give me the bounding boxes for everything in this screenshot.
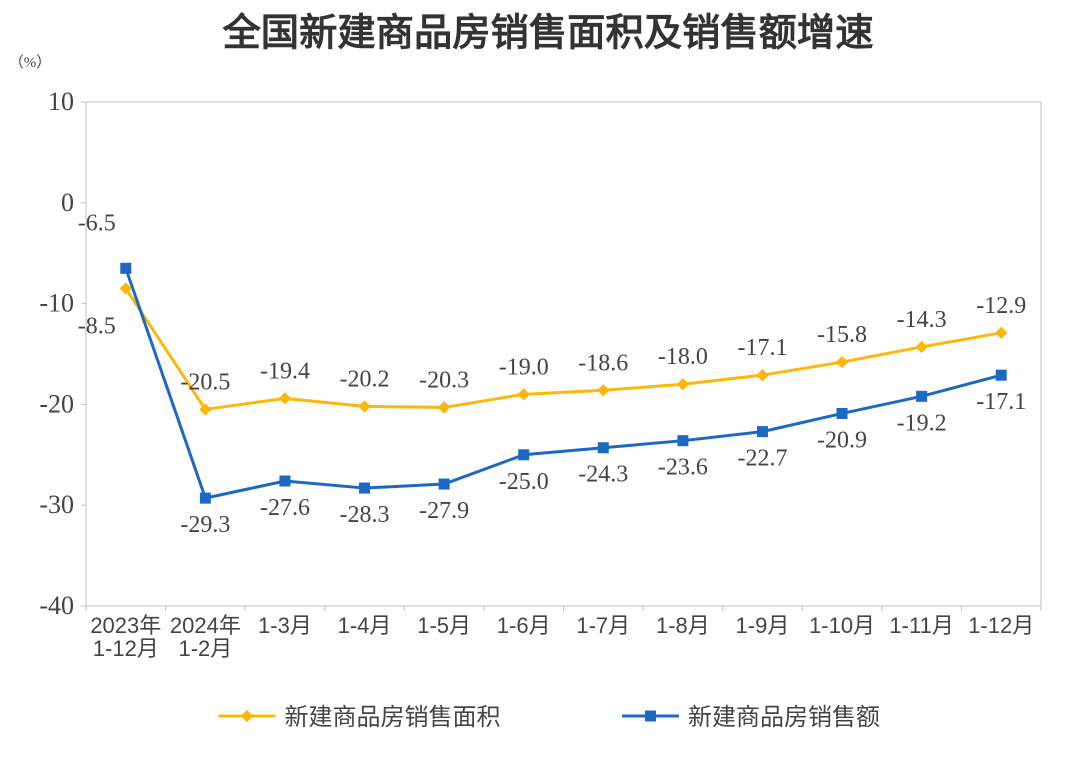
svg-text:新建商品房销售面积: 新建商品房销售面积 bbox=[285, 704, 501, 731]
svg-text:-27.6: -27.6 bbox=[260, 495, 310, 521]
svg-text:1-7月: 1-7月 bbox=[576, 613, 630, 638]
svg-text:1-9月: 1-9月 bbox=[736, 613, 790, 638]
svg-text:-40: -40 bbox=[39, 591, 74, 620]
svg-text:-17.1: -17.1 bbox=[976, 389, 1026, 415]
svg-text:全国新建商品房销售面积及销售额增速: 全国新建商品房销售面积及销售额增速 bbox=[221, 11, 873, 55]
svg-text:2023年: 2023年 bbox=[90, 613, 161, 638]
svg-text:-20: -20 bbox=[39, 389, 74, 418]
svg-text:-12.9: -12.9 bbox=[976, 293, 1026, 319]
svg-text:-14.3: -14.3 bbox=[897, 307, 947, 333]
svg-text:-18.0: -18.0 bbox=[658, 344, 708, 370]
svg-text:-20.3: -20.3 bbox=[419, 367, 469, 393]
svg-text:-18.6: -18.6 bbox=[578, 350, 628, 376]
svg-text:-20.2: -20.2 bbox=[340, 366, 390, 392]
svg-text:-20.5: -20.5 bbox=[180, 369, 230, 395]
svg-text:1-12月: 1-12月 bbox=[968, 613, 1034, 638]
svg-text:0: 0 bbox=[61, 188, 74, 217]
svg-text:10: 10 bbox=[48, 87, 74, 116]
svg-text:1-10月: 1-10月 bbox=[809, 613, 875, 638]
svg-text:-8.5: -8.5 bbox=[78, 313, 116, 339]
svg-text:1-2月: 1-2月 bbox=[178, 636, 232, 661]
svg-text:-15.8: -15.8 bbox=[817, 322, 867, 348]
svg-text:-23.6: -23.6 bbox=[658, 455, 708, 481]
svg-text:-19.0: -19.0 bbox=[499, 354, 549, 380]
svg-text:-30: -30 bbox=[39, 490, 74, 519]
svg-text:1-12月: 1-12月 bbox=[93, 636, 159, 661]
svg-text:1-11月: 1-11月 bbox=[889, 613, 953, 638]
svg-text:-17.1: -17.1 bbox=[737, 335, 787, 361]
svg-text:-22.7: -22.7 bbox=[737, 446, 787, 472]
svg-text:-19.2: -19.2 bbox=[897, 410, 947, 436]
svg-text:-28.3: -28.3 bbox=[340, 502, 390, 528]
svg-text:1-8月: 1-8月 bbox=[656, 613, 710, 638]
svg-text:-29.3: -29.3 bbox=[180, 512, 230, 538]
svg-text:（%）: （%） bbox=[9, 54, 52, 71]
svg-text:-27.9: -27.9 bbox=[419, 498, 469, 524]
svg-text:-24.3: -24.3 bbox=[578, 462, 628, 488]
svg-text:-19.4: -19.4 bbox=[260, 358, 310, 384]
svg-text:2024年: 2024年 bbox=[170, 613, 241, 638]
svg-text:1-4月: 1-4月 bbox=[338, 613, 392, 638]
svg-text:-6.5: -6.5 bbox=[78, 210, 116, 236]
svg-text:1-6月: 1-6月 bbox=[497, 613, 551, 638]
svg-text:-20.9: -20.9 bbox=[817, 427, 867, 453]
svg-text:-10: -10 bbox=[39, 289, 74, 318]
svg-text:新建商品房销售额: 新建商品房销售额 bbox=[688, 704, 880, 731]
svg-text:-25.0: -25.0 bbox=[499, 469, 549, 495]
svg-text:1-5月: 1-5月 bbox=[417, 613, 471, 638]
svg-text:1-3月: 1-3月 bbox=[258, 613, 312, 638]
